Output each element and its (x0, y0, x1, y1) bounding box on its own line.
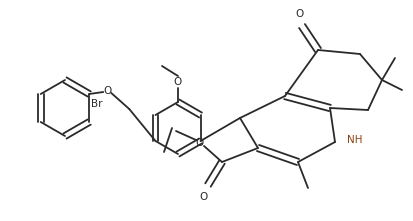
Text: O: O (174, 77, 182, 87)
Text: O: O (200, 192, 208, 202)
Text: O: O (103, 86, 112, 96)
Text: Br: Br (91, 99, 103, 109)
Text: O: O (196, 138, 204, 148)
Text: NH: NH (347, 135, 363, 145)
Text: O: O (296, 9, 304, 19)
